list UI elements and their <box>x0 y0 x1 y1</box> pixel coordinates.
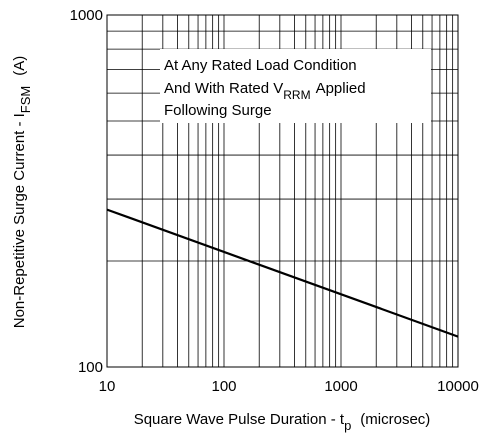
annotation-line-2-post: Applied <box>316 80 366 97</box>
series-line <box>106 208 459 338</box>
y-axis-label-sub: FSM <box>18 86 33 113</box>
plot-frame <box>106 14 459 368</box>
x-tick-label: 100 <box>211 378 236 395</box>
y-tick-labels: 100 1000 <box>70 7 103 376</box>
annotation-line-2-sub: RRM <box>283 88 310 102</box>
series-layer <box>106 208 459 338</box>
x-axis-label-sub: p <box>344 418 351 433</box>
x-axis-label: Square Wave Pulse Duration - tp (microsec… <box>134 411 431 433</box>
y-axis-label: Non-Repetitive Surge Current - IFSM (A) <box>11 56 33 329</box>
x-tick-labels: 10 100 1000 10000 <box>99 378 479 395</box>
annotation-line-2: And With Rated VRRM Applied <box>164 80 366 102</box>
annotation-line-3: Following Surge <box>164 102 272 119</box>
y-tick-label: 1000 <box>70 7 103 24</box>
y-axis-label-main: Non-Repetitive Surge Current - I <box>11 113 28 328</box>
x-tick-label: 10000 <box>437 378 479 395</box>
annotation-background <box>160 49 431 123</box>
annotation-line-1: At Any Rated Load Condition <box>164 57 357 74</box>
annotation-line-2-pre: And With Rated V <box>164 80 283 97</box>
x-axis-label-main: Square Wave Pulse Duration - t <box>134 411 345 428</box>
x-tick-label: 1000 <box>324 378 357 395</box>
y-axis-label-tail: (A) <box>11 56 28 76</box>
x-axis-label-tail: (microsec) <box>360 411 430 428</box>
x-tick-label: 10 <box>99 378 116 395</box>
y-tick-label: 100 <box>78 359 103 376</box>
